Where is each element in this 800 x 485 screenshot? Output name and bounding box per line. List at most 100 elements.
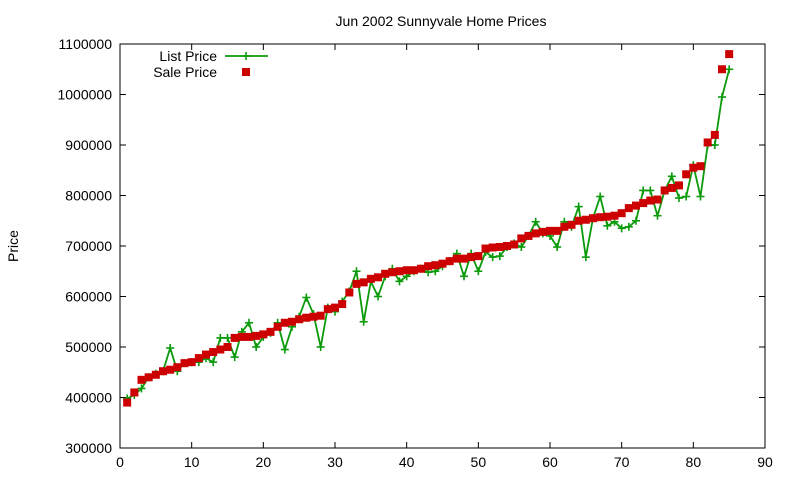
sale-price-point: [725, 50, 734, 59]
sale-price-point: [567, 220, 576, 229]
sale-price-point: [273, 322, 282, 331]
list-price-point: [639, 186, 648, 195]
sale-price-point: [531, 229, 540, 238]
list-price-point: [245, 318, 253, 327]
x-tick-label: 10: [184, 454, 200, 470]
sale-price-point: [632, 201, 640, 210]
list-price-point: [209, 358, 218, 367]
sale-price-point: [216, 345, 225, 354]
sale-price-point: [302, 313, 311, 322]
list-price-point: [531, 217, 540, 226]
sale-price-point: [151, 370, 160, 379]
sale-price-point: [696, 162, 705, 171]
sale-price-point: [166, 365, 175, 374]
x-tick-label: 30: [327, 454, 343, 470]
sale-price-point: [667, 183, 676, 192]
sale-price-point: [481, 244, 490, 253]
sale-price-point: [202, 350, 210, 359]
sale-price-point: [180, 359, 189, 368]
list-price-point: [166, 344, 175, 353]
list-price-point: [488, 253, 497, 262]
list-price-point: [302, 293, 311, 302]
y-tick-label: 900000: [65, 137, 112, 153]
sale-price-point: [682, 170, 691, 179]
sale-price-point: [237, 332, 246, 341]
sale-price-point: [388, 268, 397, 277]
list-price-point: [517, 243, 526, 252]
sale-price-point: [424, 262, 433, 271]
list-price-point: [230, 353, 239, 362]
list-price-point: [696, 192, 705, 201]
sale-price-point: [295, 315, 304, 324]
plot-area-border: [119, 43, 766, 449]
list-price-point: [395, 277, 404, 286]
sale-price-point: [445, 257, 454, 266]
list-price-point: [252, 343, 261, 351]
list-price-point: [316, 343, 325, 351]
sale-price-point: [252, 331, 261, 340]
list-price-point: [223, 333, 232, 342]
sale-price-point: [366, 274, 375, 283]
list-price-point: [725, 65, 734, 74]
sale-price-point: [417, 264, 425, 273]
list-price-point: [624, 222, 633, 231]
list-price-point: [137, 384, 146, 393]
sale-price-point: [173, 363, 182, 372]
list-price-point: [675, 194, 683, 203]
x-tick-label: 90: [757, 454, 773, 470]
x-tick-label: 40: [399, 454, 415, 470]
list-price-point: [596, 192, 605, 201]
x-tick-label: 60: [542, 454, 558, 470]
list-price-point: [553, 243, 562, 252]
list-price-point: [460, 272, 468, 281]
sale-price-point: [689, 163, 698, 172]
sale-price-point: [266, 327, 275, 336]
sale-price-point: [474, 252, 483, 261]
list-price-point: [632, 216, 640, 225]
sale-price-point: [646, 196, 655, 205]
sale-price-point: [553, 226, 562, 235]
sale-price-point: [409, 266, 418, 275]
y-tick-label: 400000: [65, 390, 112, 406]
sale-price-point: [395, 267, 404, 276]
x-tick-label: 0: [116, 454, 124, 470]
series-layer: [123, 50, 734, 407]
sale-price-point: [710, 130, 719, 139]
y-tick-label: 1000000: [57, 87, 112, 103]
sale-price-point: [123, 398, 132, 407]
sale-price-point: [495, 243, 504, 252]
sale-price-point: [438, 259, 447, 268]
list-price-point: [603, 221, 612, 230]
sale-price-point: [538, 227, 547, 236]
y-tick-label: 300000: [65, 440, 112, 456]
list-price-point: [653, 211, 662, 220]
sale-price-point: [574, 216, 583, 225]
list-price-point: [280, 345, 289, 354]
axes-ticks: 0 10 20 30 40 50 60 70 80 90 300000 400000 500000 600…: [57, 36, 773, 470]
sale-price-point: [259, 330, 268, 339]
sale-price-point: [323, 305, 332, 314]
sale-price-point: [653, 195, 662, 204]
list-price-point: [474, 267, 483, 276]
sale-price-point: [675, 181, 683, 190]
sale-price-point: [245, 332, 253, 341]
sale-price-point: [617, 209, 626, 218]
sale-price-point: [137, 375, 146, 384]
sale-price-point: [624, 204, 633, 213]
sale-price-point: [230, 333, 239, 342]
list-price-point: [646, 186, 655, 195]
series-sale-price: [123, 50, 734, 407]
sale-price-point: [159, 367, 167, 376]
y-tick-label: 600000: [65, 289, 112, 305]
y-tick-label: 700000: [65, 238, 112, 254]
sale-price-point: [194, 354, 203, 363]
sale-price-point: [280, 318, 289, 327]
list-price-point: [682, 192, 691, 201]
sale-price-point: [589, 214, 597, 223]
sale-price-point: [603, 212, 612, 221]
sale-price-point: [524, 231, 533, 240]
sale-price-point: [338, 300, 347, 309]
sale-price-point: [316, 311, 325, 320]
